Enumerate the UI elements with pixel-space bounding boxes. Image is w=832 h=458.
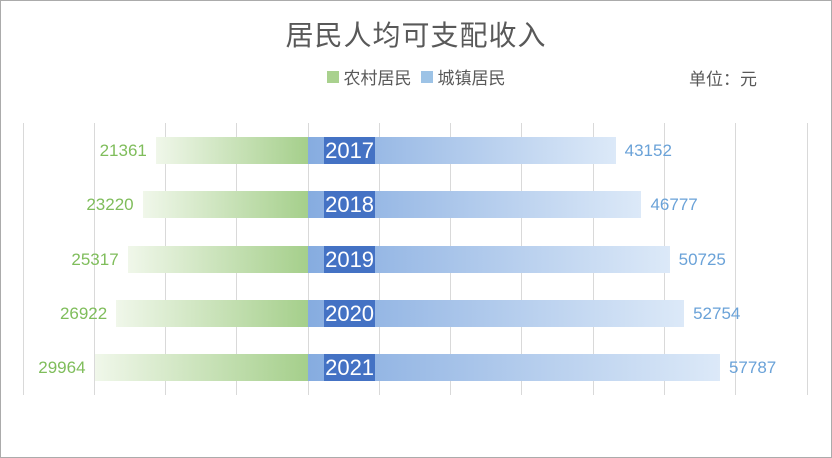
legend-label-rural: 农村居民 bbox=[343, 69, 412, 88]
legend-label-urban: 城镇居民 bbox=[437, 69, 506, 88]
rural-value-label: 26922 bbox=[59, 303, 108, 323]
unit-label: 单位：元 bbox=[689, 70, 757, 89]
urban-value-label: 52754 bbox=[693, 303, 741, 323]
urban-value-label: 50725 bbox=[678, 249, 726, 269]
urban-value-label: 43152 bbox=[624, 140, 672, 160]
chart-row: 2020 26922 52754 bbox=[23, 299, 807, 327]
chart-row: 2018 23220 46777 bbox=[23, 191, 807, 219]
chart-row: 2021 29964 57787 bbox=[23, 354, 807, 382]
rural-value-label: 23220 bbox=[86, 195, 134, 215]
chart-row: 2019 25317 50725 bbox=[23, 245, 807, 273]
year-box: 2019 bbox=[324, 245, 376, 273]
legend-items: 农村居民 城镇居民 bbox=[1, 64, 831, 89]
urban-bar bbox=[308, 354, 720, 382]
legend-item-urban: 城镇居民 bbox=[420, 64, 506, 89]
year-box: 2021 bbox=[324, 354, 376, 382]
gridline bbox=[735, 123, 737, 395]
gridline bbox=[22, 123, 24, 395]
plot-area: 2017 21361 43152 2018 23220 46777 2019 25317 507… bbox=[22, 123, 808, 395]
gridline bbox=[93, 123, 95, 395]
year-box: 2017 bbox=[324, 136, 376, 164]
year-box: 2020 bbox=[324, 299, 376, 327]
year-box: 2018 bbox=[324, 191, 376, 219]
chart-title: 居民人均可支配收入 bbox=[285, 20, 547, 51]
rural-bar bbox=[94, 354, 309, 382]
rural-value-label: 21361 bbox=[99, 140, 147, 160]
urban-value-label: 57787 bbox=[728, 358, 777, 378]
rural-bar bbox=[142, 191, 309, 219]
rural-bar bbox=[127, 245, 309, 273]
rural-value-label: 25317 bbox=[71, 249, 119, 269]
urban-swatch-icon bbox=[420, 70, 433, 83]
legend: 农村居民 城镇居民 单位：元 bbox=[1, 64, 831, 89]
rural-value-label: 29964 bbox=[38, 358, 86, 378]
rural-bar bbox=[155, 136, 309, 164]
chart-row: 2017 21361 43152 bbox=[23, 136, 807, 164]
rural-swatch-icon bbox=[326, 70, 339, 83]
urban-value-label: 46777 bbox=[650, 195, 698, 215]
legend-item-rural: 农村居民 bbox=[326, 64, 412, 89]
rural-bar bbox=[116, 299, 309, 327]
gridline bbox=[806, 123, 808, 395]
